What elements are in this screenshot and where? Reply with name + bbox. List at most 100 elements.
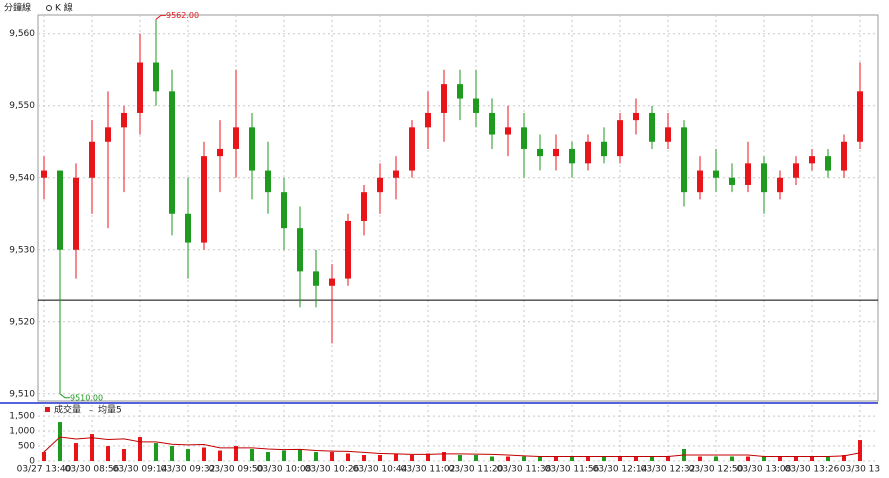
volume-bar bbox=[282, 450, 286, 461]
volume-bar bbox=[234, 446, 238, 461]
candle-body bbox=[761, 163, 767, 193]
volume-bar bbox=[618, 456, 622, 461]
volume-tick-label: 0 bbox=[29, 457, 35, 467]
x-tick-label: 03/30 12:50 bbox=[689, 465, 744, 475]
volume-bar bbox=[346, 453, 350, 461]
volume-bar bbox=[186, 449, 190, 461]
y-tick-label: 9,550 bbox=[9, 101, 35, 111]
x-tick-label: 03/30 12:32 bbox=[641, 465, 696, 475]
candle-body bbox=[329, 278, 335, 286]
candle-body bbox=[169, 91, 175, 214]
candle-body bbox=[569, 148, 575, 164]
candle-body bbox=[809, 156, 815, 164]
candle-body bbox=[393, 170, 399, 178]
tab-radio[interactable] bbox=[46, 5, 52, 11]
ma-legend: 均量5 bbox=[98, 404, 122, 416]
candle-body bbox=[185, 213, 191, 243]
volume-bar bbox=[490, 456, 494, 461]
y-tick-label: 9,510 bbox=[9, 389, 35, 399]
candle-body bbox=[265, 170, 271, 193]
volume-bar bbox=[650, 456, 654, 461]
candle-body bbox=[601, 141, 607, 157]
candle-body bbox=[361, 192, 367, 221]
volume-bar bbox=[794, 456, 798, 461]
candle-body bbox=[793, 163, 799, 178]
volume-tick-label: 500 bbox=[18, 442, 35, 452]
volume-bar bbox=[746, 456, 750, 461]
x-tick-label: 03/30 10:08 bbox=[257, 465, 312, 475]
volume-tick-label: 1,000 bbox=[9, 427, 35, 437]
candle-body bbox=[553, 148, 559, 157]
volume-bar bbox=[842, 455, 846, 461]
candle-body bbox=[713, 170, 719, 178]
volume-bar bbox=[602, 456, 606, 461]
candle-body bbox=[345, 220, 351, 279]
volume-bar bbox=[426, 453, 430, 461]
candle-body bbox=[665, 127, 671, 142]
volume-bar bbox=[442, 452, 446, 461]
candle-body bbox=[153, 62, 159, 92]
volume-bar bbox=[634, 456, 638, 461]
volume-bar bbox=[570, 456, 574, 461]
volume-bar bbox=[170, 446, 174, 461]
volume-bar bbox=[858, 440, 862, 461]
volume-bar bbox=[122, 449, 126, 461]
y-tick-label: 9,530 bbox=[9, 245, 35, 255]
x-tick-label: 03/27 13:40 bbox=[17, 465, 72, 475]
x-tick-label: 03/30 10:44 bbox=[353, 465, 408, 475]
x-tick-label: 03/30 11:02 bbox=[401, 465, 456, 475]
candle-body bbox=[537, 148, 543, 157]
candle-body bbox=[41, 170, 47, 178]
candle-body bbox=[73, 177, 79, 250]
x-tick-label: 03/30 11:56 bbox=[545, 465, 600, 475]
plot-frame bbox=[37, 14, 879, 402]
volume-bar bbox=[506, 456, 510, 461]
candle-body bbox=[409, 127, 415, 171]
volume-bar bbox=[138, 437, 142, 461]
volume-bar bbox=[314, 452, 318, 461]
y-tick-label: 9,540 bbox=[9, 173, 35, 183]
candle-body bbox=[825, 156, 831, 171]
x-tick-label: 03/30 09:50 bbox=[209, 465, 264, 475]
tab-kline[interactable]: K 線 bbox=[55, 2, 73, 14]
volume-tick-label: 1,500 bbox=[9, 412, 35, 422]
volume-bar bbox=[666, 456, 670, 461]
x-tick-label: 03/30 09:32 bbox=[161, 465, 216, 475]
x-tick-label: 03/30 13:26 bbox=[785, 465, 840, 475]
volume-bar bbox=[554, 456, 558, 461]
volume-bar bbox=[698, 456, 702, 461]
candle-body bbox=[201, 156, 207, 243]
x-tick-label: 03/30 09:14 bbox=[113, 465, 168, 475]
volume-bar bbox=[778, 456, 782, 461]
candle-body bbox=[777, 177, 783, 193]
tab-minute[interactable]: 分鐘線 bbox=[4, 2, 31, 14]
volume-bar bbox=[458, 455, 462, 461]
volume-bar bbox=[42, 452, 46, 461]
candle-body bbox=[633, 112, 639, 121]
x-tick-label: 03/30 10:26 bbox=[305, 465, 360, 475]
candle-body bbox=[729, 177, 735, 185]
y-tick-label: 9,520 bbox=[9, 317, 35, 327]
candle-body bbox=[249, 127, 255, 171]
candle-body bbox=[489, 112, 495, 135]
candle-body bbox=[425, 112, 431, 128]
volume-bar bbox=[218, 450, 222, 461]
x-tick-label: 03/30 11:38 bbox=[497, 465, 552, 475]
candle-body bbox=[857, 91, 863, 142]
volume-legend: 成交量 bbox=[54, 404, 81, 416]
x-tick-label: 03/30 13 bbox=[840, 465, 880, 475]
volume-bar bbox=[378, 455, 382, 461]
volume-bar bbox=[586, 456, 590, 461]
candle-body bbox=[681, 127, 687, 193]
volume-bar bbox=[810, 456, 814, 461]
volume-bar bbox=[826, 456, 830, 461]
volume-bar bbox=[106, 446, 110, 461]
volume-bar bbox=[714, 456, 718, 461]
candle-body bbox=[121, 112, 127, 128]
candle-body bbox=[233, 127, 239, 149]
candle-body bbox=[57, 170, 63, 250]
candle-body bbox=[313, 271, 319, 286]
volume-bar bbox=[362, 455, 366, 461]
volume-bar bbox=[474, 455, 478, 461]
